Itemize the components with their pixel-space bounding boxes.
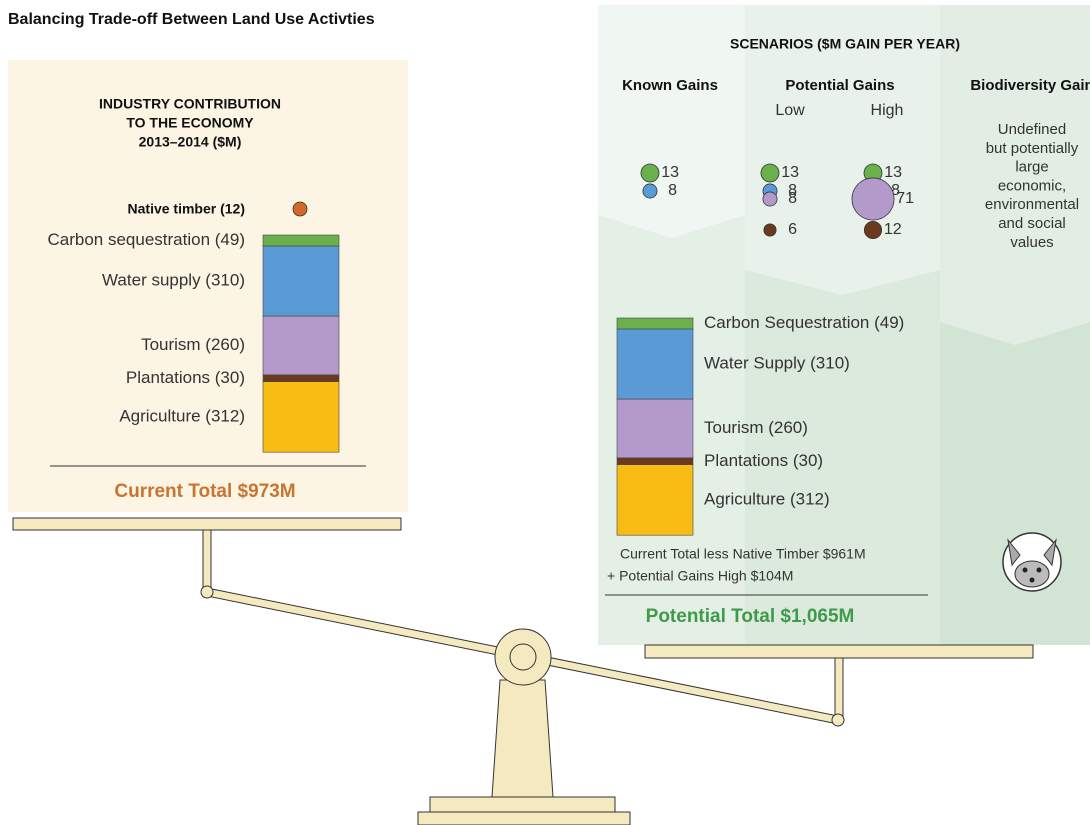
- stack-segment: [262, 381, 340, 453]
- scenarios-heading: SCENARIOS ($M GAIN PER YEAR): [730, 36, 960, 52]
- gain-value: 13: [781, 164, 799, 181]
- segment-label: Plantations (30): [126, 368, 245, 387]
- potential-total: Potential Total $1,065M: [646, 606, 855, 627]
- segment-label: Plantations (30): [704, 451, 823, 470]
- segment-label: Carbon Sequestration (49): [704, 313, 904, 332]
- segment-label: Water supply (310): [102, 271, 245, 290]
- biodiversity-text: values: [1010, 234, 1053, 251]
- potential-chevron: [745, 5, 940, 295]
- stack-segment: [616, 464, 694, 536]
- gain-bubble: [640, 163, 660, 183]
- gain-bubble: [642, 183, 658, 199]
- current-total: Current Total $973M: [114, 481, 295, 502]
- segment-label: Agriculture (312): [704, 489, 830, 508]
- column-subtitle: Low: [775, 102, 805, 119]
- gain-value: 8: [788, 190, 797, 207]
- biodiversity-chevron: [940, 5, 1090, 345]
- gain-value: 8: [891, 182, 900, 199]
- column-title: Known Gains: [622, 77, 718, 94]
- segment-label: Water Supply (310): [704, 354, 850, 373]
- biodiversity-text: and social: [998, 215, 1066, 232]
- page-title: Balancing Trade-off Between Land Use Act…: [8, 11, 375, 28]
- stack-segment: [262, 234, 340, 247]
- stack-segment: [262, 374, 340, 382]
- stack-segment: [616, 398, 694, 459]
- possum-icon: [1002, 532, 1062, 592]
- panel-heading: TO THE ECONOMY: [126, 115, 254, 131]
- gain-bubble: [762, 191, 778, 207]
- stack-segment: [616, 328, 694, 400]
- column-title: Biodiversity Gain: [970, 77, 1090, 94]
- gain-value: 6: [788, 221, 797, 238]
- stack-segment: [262, 245, 340, 317]
- panel-heading: 2013–2014 ($M): [139, 134, 242, 150]
- balance-scale: [12, 517, 1034, 825]
- column-title: Potential Gains: [785, 77, 894, 94]
- biodiversity-text: economic,: [998, 177, 1066, 194]
- stack-segment: [616, 457, 694, 465]
- known-chevron: [598, 5, 745, 238]
- biodiversity-text: Undefined: [998, 121, 1066, 138]
- biodiversity-text: environmental: [985, 196, 1079, 213]
- biodiversity-text: large: [1015, 159, 1048, 176]
- gain-value: 8: [788, 182, 797, 199]
- native-timber-dot: [292, 201, 308, 217]
- column-subtitle: High: [871, 102, 904, 119]
- current-panel: [8, 60, 408, 512]
- gain-value: 13: [661, 164, 679, 181]
- stack-segment: [616, 317, 694, 330]
- gain-bubble: [851, 177, 895, 221]
- gain-bubble: [863, 220, 883, 240]
- gain-value: 8: [668, 182, 677, 199]
- segment-label: Agriculture (312): [119, 406, 245, 425]
- gain-value: 13: [884, 164, 902, 181]
- gain-bubble: [763, 223, 777, 237]
- gain-value: 71: [896, 190, 914, 207]
- gain-value: 12: [884, 221, 902, 238]
- total-note: + Potential Gains High $104M: [607, 568, 793, 584]
- total-note: Current Total less Native Timber $961M: [620, 546, 866, 562]
- panel-heading: INDUSTRY CONTRIBUTION: [99, 96, 281, 112]
- stack-segment: [262, 315, 340, 376]
- segment-label: Carbon sequestration (49): [47, 230, 245, 249]
- segment-label: Tourism (260): [141, 335, 245, 354]
- segment-label: Tourism (260): [704, 418, 808, 437]
- native-timber-label: Native timber (12): [128, 201, 245, 217]
- gain-bubble: [760, 163, 780, 183]
- biodiversity-text: but potentially: [986, 140, 1079, 157]
